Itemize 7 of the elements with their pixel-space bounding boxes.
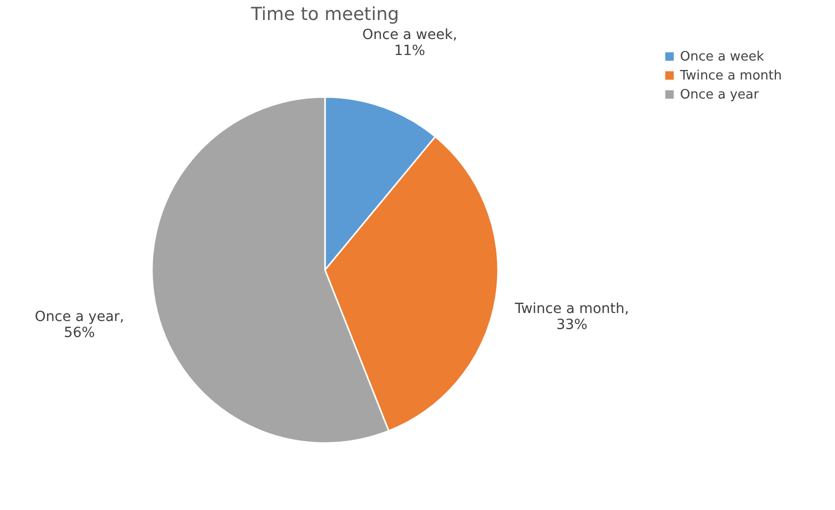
data-label: Once a week, 11% [362,26,458,59]
data-label: Twince a month, 33% [514,301,629,334]
data-label: Once a year, 56% [34,308,124,341]
legend-label: Once a week [680,50,764,64]
chart-title: Time to meeting [250,4,400,25]
legend-label: Once a year [680,88,760,102]
legend-label: Twince a month [679,68,782,84]
